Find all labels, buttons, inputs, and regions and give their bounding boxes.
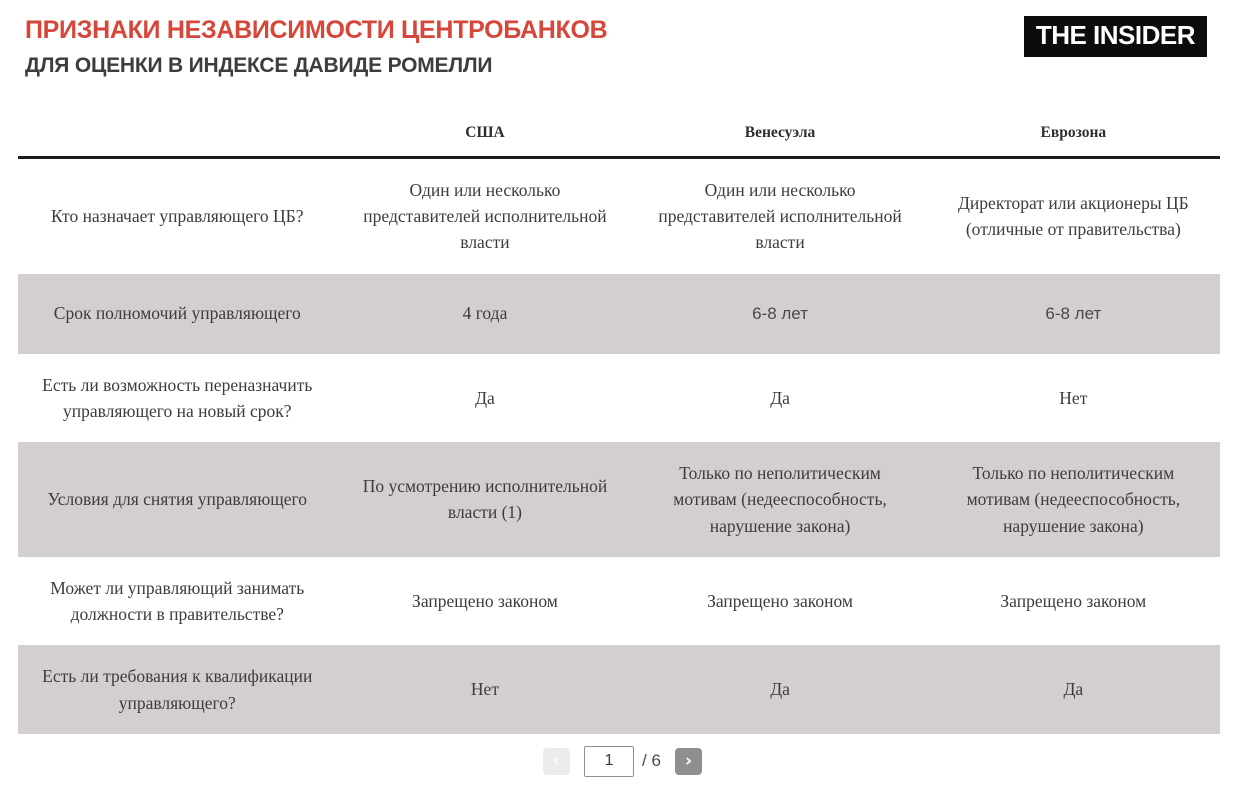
table-row: Есть ли возможность переназначить управл… — [18, 354, 1220, 443]
column-header-usa: США — [465, 123, 505, 141]
value-text: 6-8 лет — [752, 303, 808, 323]
table-row: Условия для снятия управляющего По усмотр… — [18, 442, 1220, 557]
table-row: Есть ли требования к квалификации управл… — [18, 645, 1220, 734]
row-label-cell: Кто назначает управляющего ЦБ? — [18, 159, 337, 274]
the-insider-logo: THE INSIDER — [1023, 16, 1207, 57]
table-body: Кто назначает управляющего ЦБ? Один или н… — [18, 159, 1220, 734]
page-total-label: / 6 — [642, 751, 661, 771]
corner-cell — [18, 104, 337, 156]
comparison-table: США Венесуэла Еврозона Кто назначает упр… — [18, 104, 1220, 734]
value-text: Да — [770, 387, 790, 408]
value-cell: Нет — [337, 645, 634, 734]
value-cell: Нет — [927, 354, 1220, 443]
prev-page-button[interactable]: ‹ — [543, 747, 571, 775]
value-text: Нет — [1059, 387, 1088, 408]
value-text: 6-8 лет — [1045, 303, 1102, 323]
page-title: ПРИЗНАКИ НЕЗАВИСИМОСТИ ЦЕНТРОБАНКОВ — [25, 16, 608, 44]
row-label: Может ли управляющий занимать должности … — [50, 577, 305, 624]
value-cell: По усмотрению исполнительной власти (1) — [337, 442, 634, 557]
title-block: ПРИЗНАКИ НЕЗАВИСИМОСТИ ЦЕНТРОБАНКОВ ДЛЯ … — [25, 16, 608, 78]
page-number-input[interactable] — [584, 745, 635, 777]
value-text: Один или несколько представителей исполн… — [363, 179, 607, 253]
value-text: Один или несколько представителей исполн… — [658, 179, 902, 253]
table-row: Кто назначает управляющего ЦБ? Один или н… — [18, 159, 1220, 274]
value-text: Запрещено законом — [412, 590, 558, 611]
row-label: Условия для снятия управляющего — [47, 489, 308, 510]
column-header-eurozone: Еврозона — [1040, 123, 1107, 141]
row-label: Кто назначает управляющего ЦБ? — [51, 206, 304, 226]
value-cell: Да — [927, 645, 1220, 734]
value-text: Да — [475, 387, 495, 408]
value-cell: 6-8 лет — [927, 274, 1220, 354]
value-text: Запрещено законом — [1000, 590, 1147, 611]
row-label-cell: Есть ли возможность переназначить управл… — [18, 354, 337, 443]
value-text: Только по неполитическим мотивам (недеес… — [966, 463, 1181, 536]
value-cell: Запрещено законом — [927, 557, 1220, 646]
value-cell: Да — [337, 354, 634, 443]
value-cell: Один или несколько представителей исполн… — [337, 159, 634, 274]
value-cell: Только по неполитическим мотивам (недеес… — [927, 442, 1220, 557]
header: ПРИЗНАКИ НЕЗАВИСИМОСТИ ЦЕНТРОБАНКОВ ДЛЯ … — [0, 0, 1245, 78]
row-label-cell: Может ли управляющий занимать должности … — [18, 557, 337, 646]
value-cell: Директорат или акционеры ЦБ (отличные от… — [927, 159, 1220, 274]
value-text: Запрещено законом — [707, 590, 853, 611]
row-label-cell: Есть ли требования к квалификации управл… — [18, 645, 337, 734]
row-label: Есть ли возможность переназначить управл… — [42, 374, 313, 421]
value-text: Да — [770, 679, 790, 700]
value-cell: Да — [633, 645, 926, 734]
value-text: Да — [1063, 679, 1084, 700]
chevron-right-icon: › — [684, 750, 692, 771]
table-header-row: США Венесуэла Еврозона — [18, 104, 1220, 159]
page-subtitle: ДЛЯ ОЦЕНКИ В ИНДЕКСЕ ДАВИДЕ РОМЕЛЛИ — [25, 53, 493, 77]
row-label-cell: Условия для снятия управляющего — [18, 442, 337, 557]
value-text: По усмотрению исполнительной власти (1) — [362, 476, 608, 523]
value-text: 4 года — [462, 303, 508, 324]
value-cell: Один или несколько представителей исполн… — [633, 159, 926, 274]
pagination: ‹ / 6 › — [0, 745, 1245, 777]
chevron-left-icon: ‹ — [553, 750, 561, 771]
row-label: Срок полномочий управляющего — [53, 303, 301, 324]
value-cell: 4 года — [337, 274, 634, 354]
value-cell: Запрещено законом — [337, 557, 634, 646]
value-text: Директорат или акционеры ЦБ (отличные от… — [958, 192, 1189, 240]
table-row: Может ли управляющий занимать должности … — [18, 557, 1220, 646]
value-cell: Запрещено законом — [633, 557, 926, 646]
value-text: Нет — [470, 679, 499, 700]
row-label-cell: Срок полномочий управляющего — [18, 274, 337, 354]
value-cell: Да — [633, 354, 926, 443]
value-cell: Только по неполитическим мотивам (недеес… — [633, 442, 926, 557]
next-page-button[interactable]: › — [674, 747, 702, 775]
row-label: Есть ли требования к квалификации управл… — [42, 666, 313, 713]
table-row: Срок полномочий управляющего 4 года 6-8 ле… — [18, 273, 1220, 354]
column-header-venezuela: Венесуэла — [744, 123, 816, 141]
value-cell: 6-8 лет — [633, 274, 926, 354]
value-text: Только по неполитическим мотивам (недеес… — [673, 463, 887, 536]
